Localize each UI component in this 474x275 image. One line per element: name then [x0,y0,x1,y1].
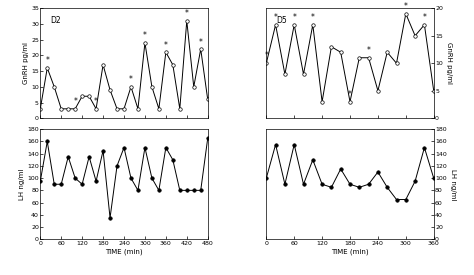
Text: *: * [422,13,426,22]
Text: *: * [143,31,147,40]
Text: *: * [164,41,168,50]
Text: *: * [311,13,315,22]
X-axis label: TIME (min): TIME (min) [331,248,369,255]
Text: *: * [185,9,189,18]
Text: *: * [129,75,133,84]
Y-axis label: LH ng/ml: LH ng/ml [19,169,25,200]
Y-axis label: LH ng/ml: LH ng/ml [450,169,456,200]
Text: *: * [348,90,352,99]
Y-axis label: GnRH pg/ml: GnRH pg/ml [446,42,452,84]
Text: *: * [264,51,268,60]
Text: *: * [199,38,203,46]
Text: *: * [273,13,278,22]
Text: *: * [46,56,49,65]
Text: *: * [73,97,77,106]
X-axis label: TIME (min): TIME (min) [105,248,143,255]
Text: *: * [367,46,371,55]
Text: D2: D2 [50,16,61,25]
Text: *: * [94,97,98,106]
Text: D5: D5 [276,16,287,25]
Text: *: * [404,2,408,11]
Y-axis label: GnRH pg/ml: GnRH pg/ml [23,42,29,84]
Text: *: * [292,13,296,22]
